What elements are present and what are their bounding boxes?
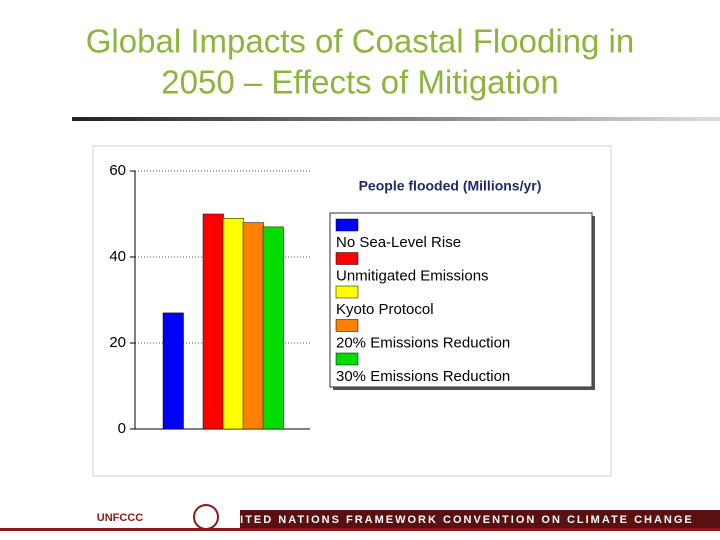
footer-logo: UNFCCC (97, 512, 143, 524)
slide-title-line2: 2050 – Effects of Mitigation (161, 64, 558, 101)
bar (162, 312, 184, 430)
legend-label: Kyoto Protocol (336, 301, 434, 318)
y-tick-label: 40 (109, 248, 126, 265)
legend-swatch (335, 252, 359, 265)
un-emblem (193, 504, 219, 530)
legend-swatch (335, 319, 359, 332)
y-tick-label: 0 (118, 420, 126, 437)
legend-swatch (335, 218, 359, 232)
legend-label: 20% Emissions Reduction (336, 334, 510, 351)
legend-box (329, 212, 593, 388)
legend-label: No Sea-Level Rise (336, 234, 461, 251)
bar (202, 213, 224, 430)
bar (242, 222, 264, 430)
legend-title: People flooded (Millions/yr) (359, 178, 542, 194)
slide-title: Global Impacts of Coastal Flooding in (86, 23, 634, 60)
chart: 0 20 40 60 People flooded (Millions/yr) No Se… (109, 162, 595, 437)
y-tick-label: 20 (109, 334, 126, 351)
title-rule (72, 117, 720, 121)
bar (222, 218, 244, 430)
legend-swatch (335, 352, 359, 366)
y-tick-label: 60 (109, 162, 126, 179)
footer-banner-text: UNITED NATIONS FRAMEWORK CONVENTION ON C… (220, 514, 693, 526)
legend-label: 30% Emissions Reduction (336, 368, 510, 385)
legend-swatch (335, 285, 359, 299)
bar (262, 226, 284, 430)
legend-label: Unmitigated Emissions (336, 267, 489, 284)
footer-banner (240, 510, 720, 528)
footer-rule (0, 528, 720, 531)
